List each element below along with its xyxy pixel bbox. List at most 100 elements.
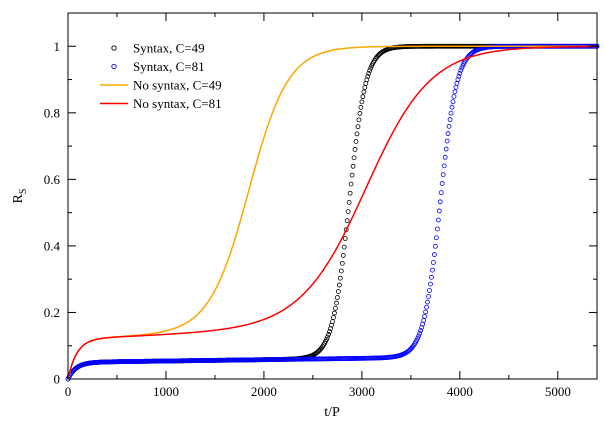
x-tick-label: 4000 <box>447 384 473 399</box>
data-point <box>439 181 445 186</box>
data-point <box>424 304 429 310</box>
x-tick-label: 3000 <box>349 384 375 399</box>
y-tick-label: 0.2 <box>44 305 60 320</box>
x-axis-label: t/P <box>324 405 340 420</box>
series-line <box>67 45 597 380</box>
data-point <box>339 260 345 266</box>
data-point <box>428 281 433 287</box>
data-point <box>421 318 427 323</box>
data-point <box>368 65 374 71</box>
data-point <box>347 190 353 196</box>
data-point <box>352 147 358 152</box>
data-point <box>448 110 454 116</box>
data-point <box>456 73 462 79</box>
data-point <box>337 275 343 281</box>
data-point <box>415 335 421 341</box>
data-point <box>429 274 434 280</box>
data-point <box>344 218 350 224</box>
data-point <box>418 328 424 333</box>
data-point <box>325 334 331 340</box>
y-axis-label-main: R <box>11 193 26 203</box>
data-point <box>342 236 348 241</box>
legend-label: Syntax, C=49 <box>133 41 205 56</box>
series-4 <box>67 45 597 380</box>
data-point <box>451 94 457 99</box>
data-point <box>458 68 464 73</box>
y-tick-label: 0.4 <box>44 238 61 253</box>
data-point <box>361 89 367 95</box>
data-point <box>435 217 441 223</box>
data-point <box>350 163 356 169</box>
data-point <box>440 172 446 178</box>
data-point <box>452 89 458 95</box>
x-tick-label: 1000 <box>153 384 179 399</box>
series-3 <box>67 45 597 380</box>
data-point <box>327 329 332 335</box>
data-point <box>449 104 455 110</box>
data-point <box>453 84 459 90</box>
legend-item: No syntax, C=81 <box>100 96 222 111</box>
data-point <box>359 99 365 105</box>
data-point <box>447 117 453 122</box>
data-point <box>358 105 364 110</box>
data-point <box>334 300 339 306</box>
data-point <box>455 77 461 83</box>
legend: Syntax, C=49 Syntax, C=81 No syntax, C=49 N… <box>100 41 222 111</box>
data-point <box>364 77 370 83</box>
data-point <box>426 294 431 299</box>
data-point <box>324 336 330 342</box>
data-point <box>349 172 355 178</box>
data-point <box>437 199 443 205</box>
series-1 <box>65 43 600 382</box>
legend-marker-swatch <box>111 45 117 51</box>
y-tick-label: 0.6 <box>44 172 61 187</box>
data-point <box>436 208 442 214</box>
data-point <box>422 313 427 319</box>
data-point <box>441 163 447 169</box>
data-point <box>340 252 346 258</box>
data-point <box>416 333 422 339</box>
data-point <box>446 123 452 129</box>
data-point <box>419 325 425 330</box>
series-line <box>67 45 597 380</box>
data-point <box>432 243 438 249</box>
data-point <box>326 332 331 337</box>
data-point <box>348 181 354 187</box>
data-point <box>427 288 432 293</box>
data-point <box>336 282 342 288</box>
data-point <box>430 267 435 273</box>
data-point <box>357 111 363 116</box>
data-point <box>354 131 360 137</box>
data-point <box>417 330 423 336</box>
y-tick-label: 0.8 <box>44 105 60 120</box>
data-point <box>366 70 372 76</box>
data-point <box>423 309 428 315</box>
data-point <box>425 299 430 305</box>
data-point <box>333 305 338 311</box>
data-point <box>341 244 347 250</box>
data-point <box>334 295 340 300</box>
axis-ticks: 0 1000 2000 3000 4000 5000 0 0.2 0.4 0.6 0.8 1 <box>44 12 597 399</box>
y-axis-label-subscript: S <box>18 189 29 195</box>
x-tick-label: 5000 <box>545 384 571 399</box>
y-axis-label: RS <box>11 189 29 204</box>
legend-marker-swatch <box>111 63 117 70</box>
data-point <box>331 315 336 320</box>
legend-label: Syntax, C=81 <box>133 59 205 74</box>
data-point <box>431 252 437 257</box>
legend-label: No syntax, C=49 <box>133 78 222 93</box>
x-tick-label: 0 <box>65 384 72 399</box>
data-point <box>330 319 335 324</box>
data-point <box>335 289 341 294</box>
data-point <box>442 154 448 160</box>
series-layer <box>65 43 600 382</box>
data-point <box>353 139 359 144</box>
data-point <box>332 310 337 316</box>
data-point <box>450 99 456 105</box>
data-point <box>362 85 368 90</box>
data-point <box>444 138 450 144</box>
data-point <box>445 131 451 136</box>
data-point <box>338 268 344 274</box>
